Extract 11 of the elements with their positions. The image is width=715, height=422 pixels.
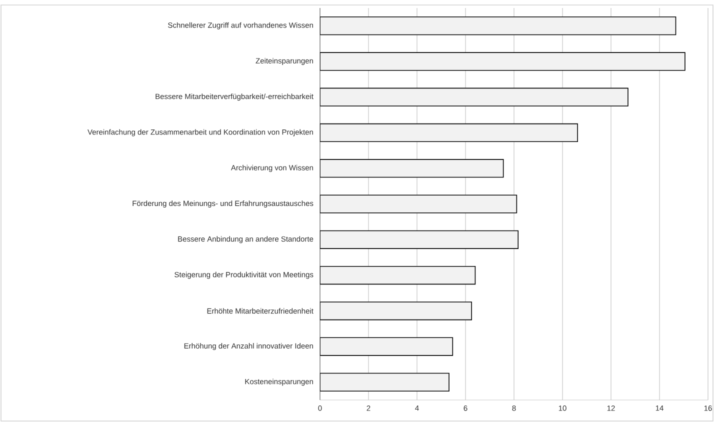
bar <box>320 337 454 356</box>
bar <box>320 16 676 36</box>
bar <box>320 194 518 214</box>
bar <box>320 266 476 285</box>
bar <box>320 88 628 106</box>
bar <box>320 230 519 249</box>
bar <box>320 302 472 320</box>
bar <box>320 52 686 71</box>
bar <box>320 159 504 178</box>
bar <box>320 123 578 142</box>
bar <box>320 372 450 392</box>
